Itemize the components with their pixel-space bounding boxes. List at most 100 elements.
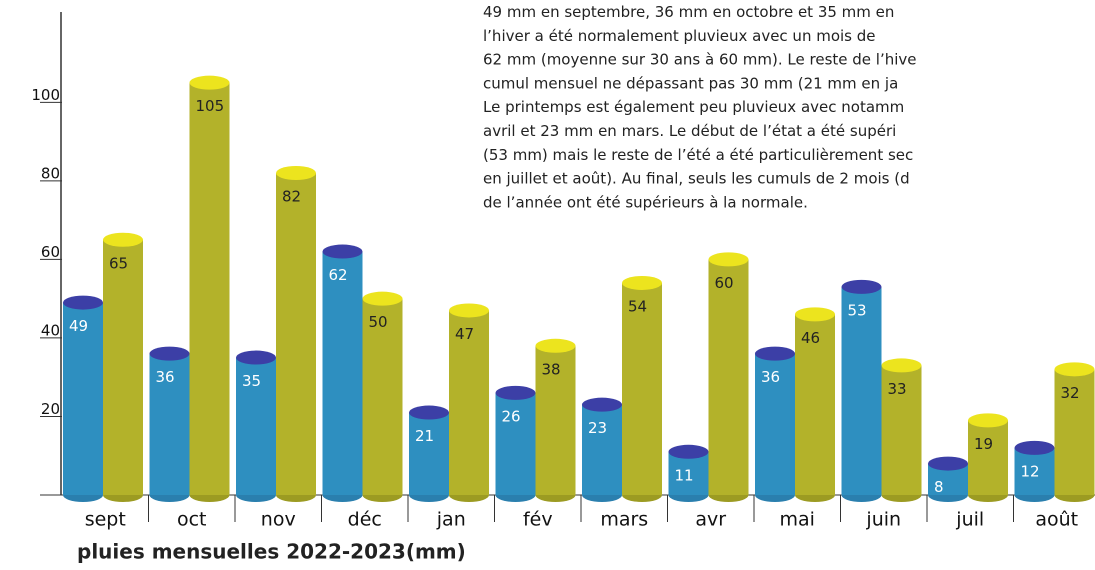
bar: [409, 412, 449, 495]
bar: [708, 259, 749, 495]
cylinder-cap: [449, 303, 489, 318]
bar: [582, 404, 622, 495]
cylinder-cap: [322, 244, 363, 259]
x-tick-label: déc: [348, 509, 382, 531]
paragraph-line: avril et 23 mm en mars. Le début de l’ét…: [483, 122, 896, 140]
paragraph-line: 49 mm en septembre, 36 mm en octobre et …: [483, 3, 894, 21]
paragraph-line: (53 mm) mais le reste de l’été a été par…: [483, 146, 913, 164]
bar: [149, 353, 190, 495]
cylinder-cap: [149, 346, 190, 361]
value-label: 32: [1061, 384, 1080, 402]
value-label: 36: [761, 368, 780, 386]
bar: [189, 82, 230, 496]
x-tick-label: août: [1035, 509, 1078, 531]
value-label: 12: [1021, 462, 1040, 480]
cylinder-cap: [755, 346, 795, 361]
value-label: 62: [329, 266, 348, 284]
cylinder: 53: [841, 279, 882, 502]
bar: [622, 282, 662, 495]
cylinder: 49: [63, 295, 103, 502]
x-tick-label: avr: [695, 509, 726, 531]
cylinder: 21: [409, 405, 449, 502]
value-label: 46: [801, 329, 820, 347]
x-tick-label: sept: [85, 509, 126, 531]
value-label: 82: [282, 188, 301, 206]
value-label: 105: [196, 97, 225, 115]
bar: [1014, 447, 1055, 495]
value-label: 33: [888, 380, 907, 398]
bar: [1054, 369, 1095, 495]
paragraph-line: 62 mm (moyenne sur 30 ans à 60 mm). Le r…: [483, 51, 917, 69]
bar: [968, 420, 1008, 495]
cylinder-cap: [495, 385, 536, 400]
cylinder-cap: [1054, 362, 1095, 377]
paragraph-line: de l’année ont été supérieurs à la norma…: [483, 193, 808, 211]
bar: [63, 302, 103, 495]
bar: [795, 314, 835, 495]
cylinder: 23: [582, 397, 622, 502]
bar: [449, 310, 489, 495]
cylinder-cap: [928, 456, 968, 471]
value-label: 23: [588, 419, 607, 437]
value-label: 50: [369, 313, 388, 331]
bar: [236, 357, 276, 495]
cylinder-cap: [189, 75, 230, 90]
bar: [495, 392, 536, 495]
y-tick-label: 100: [31, 86, 60, 104]
value-label: 65: [109, 254, 128, 272]
bar: [276, 173, 316, 495]
value-label: 35: [242, 372, 261, 390]
value-label: 8: [934, 478, 944, 496]
value-label: 54: [628, 297, 647, 315]
cylinder-cap: [708, 252, 749, 267]
cylinder: 82: [276, 166, 316, 502]
cylinder: 54: [622, 275, 662, 502]
x-tick-label: nov: [261, 509, 296, 531]
cylinder-cap: [535, 338, 576, 353]
cylinder: 26: [495, 385, 536, 502]
value-label: 49: [69, 317, 88, 335]
x-tick-label: jan: [436, 509, 466, 531]
value-label: 47: [455, 325, 474, 343]
cylinder: 19: [968, 413, 1008, 502]
cylinder-cap: [63, 295, 103, 310]
bar: [362, 298, 403, 495]
value-label: 53: [848, 301, 867, 319]
cylinder: 62: [322, 244, 363, 502]
cylinder: 32: [1054, 362, 1095, 502]
x-tick-label: fév: [523, 509, 553, 531]
bar: [668, 451, 709, 495]
bar: [841, 286, 882, 495]
cylinder: 35: [236, 350, 276, 502]
cylinder-cap: [103, 232, 143, 247]
cylinder: 36: [149, 346, 190, 502]
cylinder: 60: [708, 252, 749, 502]
cylinder: 8: [928, 456, 968, 502]
bar: [881, 365, 922, 495]
cylinder-cap: [276, 166, 316, 180]
bar: [103, 239, 143, 495]
cylinder-cap: [968, 413, 1008, 428]
x-tick-label: mai: [780, 509, 815, 531]
x-tick-label: juin: [865, 509, 901, 531]
value-label: 19: [974, 435, 993, 453]
cylinder-cap: [795, 307, 835, 322]
cylinder: 105: [189, 75, 230, 502]
cylinder: 12: [1014, 440, 1055, 502]
value-label: 26: [502, 407, 521, 425]
paragraph-line: Le printemps est également peu pluvieux …: [483, 98, 904, 116]
cylinder-cap: [622, 275, 662, 290]
bar: [322, 251, 363, 495]
cylinder-cap: [582, 397, 622, 412]
value-label: 11: [675, 466, 694, 484]
paragraph-line: en juillet et août). Au final, seuls les…: [483, 170, 910, 188]
y-tick-label: 80: [41, 164, 60, 182]
cylinder-cap: [236, 350, 276, 365]
x-tick-label: juil: [955, 509, 984, 531]
y-tick-label: 60: [41, 243, 60, 261]
cylinder: 65: [103, 232, 143, 502]
cylinder-cap: [1014, 440, 1055, 455]
cylinder: 47: [449, 303, 489, 502]
value-label: 60: [715, 274, 734, 292]
